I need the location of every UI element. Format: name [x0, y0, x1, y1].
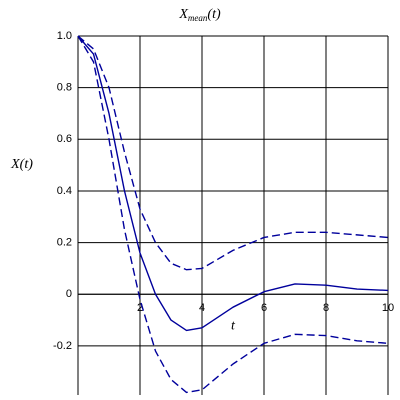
title-rest: (t) [207, 7, 221, 22]
y-tick-label: 1.0 [57, 30, 72, 42]
series-line [77, 35, 389, 332]
y-tick-label: -0.2 [53, 340, 72, 352]
x-tick-label: 10 [382, 302, 394, 314]
x-tick-label: 6 [261, 302, 267, 314]
title-base: X [178, 7, 188, 22]
x-axis-label: t [231, 318, 236, 333]
x-tick-label: 8 [323, 302, 329, 314]
y-tick-label: 0.8 [57, 82, 72, 94]
title-sub: mean [188, 13, 208, 23]
x-tick-label: 4 [199, 302, 205, 314]
x-tick-label: 2 [137, 302, 143, 314]
series-line [77, 35, 389, 394]
y-tick-label: 0.6 [57, 133, 72, 145]
y-tick-label: 0.4 [57, 185, 72, 197]
y-tick-label: 0.2 [57, 237, 72, 249]
y-axis-label: X(t) [10, 157, 33, 172]
series-line [77, 35, 389, 271]
y-tick-label: 0 [66, 288, 72, 300]
chart-title: Xmean(t) [178, 7, 221, 23]
